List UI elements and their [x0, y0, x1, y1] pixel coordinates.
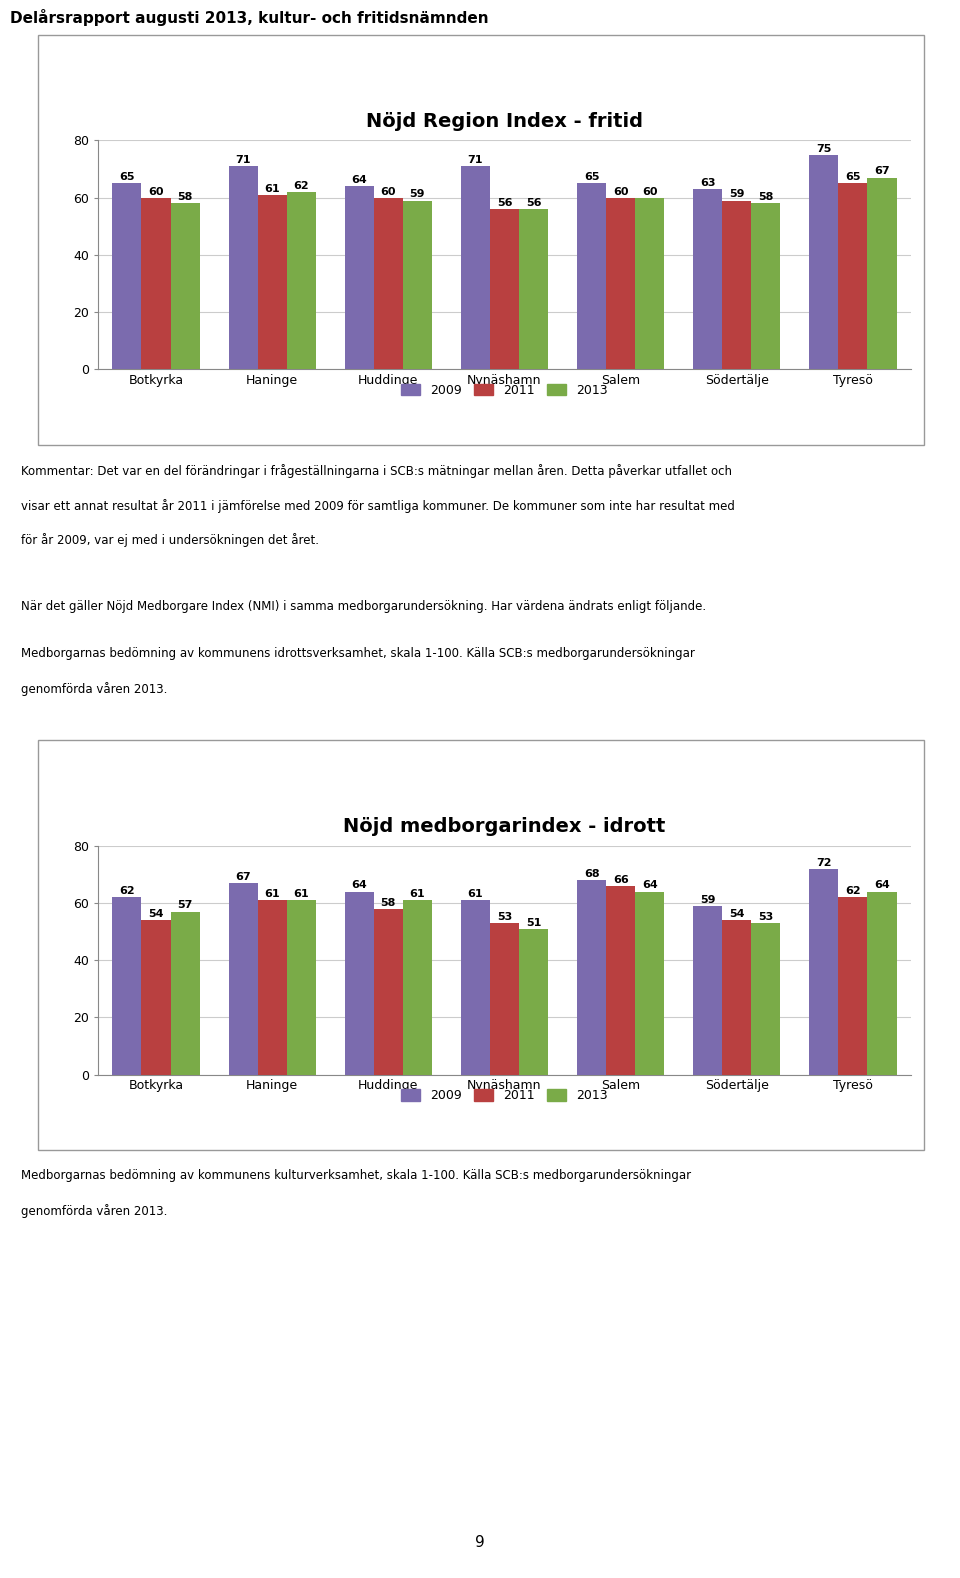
Title: Nöjd Region Index - fritid: Nöjd Region Index - fritid — [366, 112, 643, 131]
Text: genomförda våren 2013.: genomförda våren 2013. — [21, 682, 167, 696]
Text: 65: 65 — [119, 172, 134, 181]
Title: Nöjd medborgarindex - idrott: Nöjd medborgarindex - idrott — [344, 817, 665, 836]
Text: 60: 60 — [612, 186, 629, 197]
Text: 61: 61 — [294, 888, 309, 899]
Bar — [373, 909, 403, 1075]
Text: 58: 58 — [380, 898, 396, 907]
Bar — [809, 155, 838, 369]
Text: 63: 63 — [700, 178, 715, 188]
Bar — [606, 885, 636, 1075]
Bar — [257, 194, 287, 369]
Bar — [868, 178, 897, 369]
Bar — [257, 899, 287, 1075]
Text: 60: 60 — [642, 186, 658, 197]
Text: 9: 9 — [475, 1534, 485, 1550]
Text: för år 2009, var ej med i undersökningen det året.: för år 2009, var ej med i undersökningen… — [21, 533, 319, 548]
Bar — [809, 869, 838, 1075]
Text: 54: 54 — [729, 909, 745, 918]
Text: 64: 64 — [875, 881, 890, 890]
Bar — [403, 899, 432, 1075]
Text: 59: 59 — [700, 895, 715, 904]
Text: 57: 57 — [178, 901, 193, 911]
Bar — [636, 892, 664, 1075]
Bar — [373, 197, 403, 369]
Text: 62: 62 — [294, 181, 309, 191]
Bar — [228, 166, 257, 369]
Text: 58: 58 — [758, 193, 774, 202]
Text: 61: 61 — [410, 888, 425, 899]
Text: 65: 65 — [845, 172, 861, 181]
Bar — [490, 210, 519, 369]
Text: 53: 53 — [758, 912, 774, 922]
Bar — [519, 929, 548, 1075]
Bar — [112, 898, 141, 1075]
Bar — [693, 189, 722, 369]
Bar — [868, 892, 897, 1075]
Bar — [345, 186, 373, 369]
Text: 72: 72 — [816, 857, 831, 868]
Text: 67: 67 — [875, 167, 890, 177]
Bar — [141, 197, 171, 369]
Text: 61: 61 — [264, 183, 280, 194]
Bar — [693, 906, 722, 1075]
Bar — [606, 197, 636, 369]
Text: 62: 62 — [845, 887, 861, 896]
Text: Medborgarnas bedömning av kommunens kulturverksamhet, skala 1-100. Källa SCB:s m: Medborgarnas bedömning av kommunens kult… — [21, 1169, 691, 1182]
Bar — [838, 898, 868, 1075]
Bar — [345, 892, 373, 1075]
Bar — [171, 204, 200, 369]
Text: 62: 62 — [119, 887, 134, 896]
Bar — [838, 183, 868, 369]
Text: 59: 59 — [729, 189, 745, 199]
Bar — [287, 193, 316, 369]
Bar — [287, 899, 316, 1075]
Bar — [141, 920, 171, 1075]
Text: 59: 59 — [410, 189, 425, 199]
Text: 54: 54 — [148, 909, 164, 918]
Legend: 2009, 2011, 2013: 2009, 2011, 2013 — [396, 379, 612, 402]
Bar — [490, 923, 519, 1075]
Bar — [461, 166, 490, 369]
Text: 64: 64 — [642, 881, 658, 890]
Text: 58: 58 — [178, 193, 193, 202]
Bar — [577, 881, 606, 1075]
Text: 56: 56 — [496, 197, 513, 208]
Bar — [722, 200, 752, 369]
Text: 60: 60 — [148, 186, 164, 197]
Text: 71: 71 — [235, 155, 251, 166]
Text: 75: 75 — [816, 144, 831, 153]
Text: Delårsrapport augusti 2013, kultur- och fritidsnämnden: Delårsrapport augusti 2013, kultur- och … — [10, 8, 489, 25]
Bar — [171, 912, 200, 1075]
Text: 65: 65 — [584, 172, 599, 181]
Text: 53: 53 — [497, 912, 512, 922]
Text: När det gäller Nöjd Medborgare Index (NMI) i samma medborgarundersökning. Har vä: När det gäller Nöjd Medborgare Index (NM… — [21, 600, 707, 612]
Text: 61: 61 — [468, 888, 483, 899]
Bar — [577, 183, 606, 369]
Text: 56: 56 — [526, 197, 541, 208]
Bar — [752, 204, 780, 369]
Bar — [461, 899, 490, 1075]
Bar — [112, 183, 141, 369]
Text: 67: 67 — [235, 873, 251, 882]
Text: 61: 61 — [264, 888, 280, 899]
Bar — [519, 210, 548, 369]
Text: 71: 71 — [468, 155, 483, 166]
Text: 68: 68 — [584, 869, 599, 879]
Bar — [228, 884, 257, 1075]
Bar — [722, 920, 752, 1075]
Bar — [752, 923, 780, 1075]
Text: 51: 51 — [526, 918, 541, 928]
Text: 64: 64 — [351, 175, 367, 185]
Bar — [636, 197, 664, 369]
Text: 64: 64 — [351, 881, 367, 890]
Text: Kommentar: Det var en del förändringar i frågeställningarna i SCB:s mätningar me: Kommentar: Det var en del förändringar i… — [21, 464, 732, 478]
Text: 60: 60 — [380, 186, 396, 197]
Text: genomförda våren 2013.: genomförda våren 2013. — [21, 1204, 167, 1218]
Bar — [403, 200, 432, 369]
Text: visar ett annat resultat år 2011 i jämförelse med 2009 för samtliga kommuner. De: visar ett annat resultat år 2011 i jämfö… — [21, 499, 735, 513]
Legend: 2009, 2011, 2013: 2009, 2011, 2013 — [396, 1084, 612, 1108]
Text: 66: 66 — [612, 874, 629, 885]
Text: Medborgarnas bedömning av kommunens idrottsverksamhet, skala 1-100. Källa SCB:s : Medborgarnas bedömning av kommunens idro… — [21, 647, 695, 660]
